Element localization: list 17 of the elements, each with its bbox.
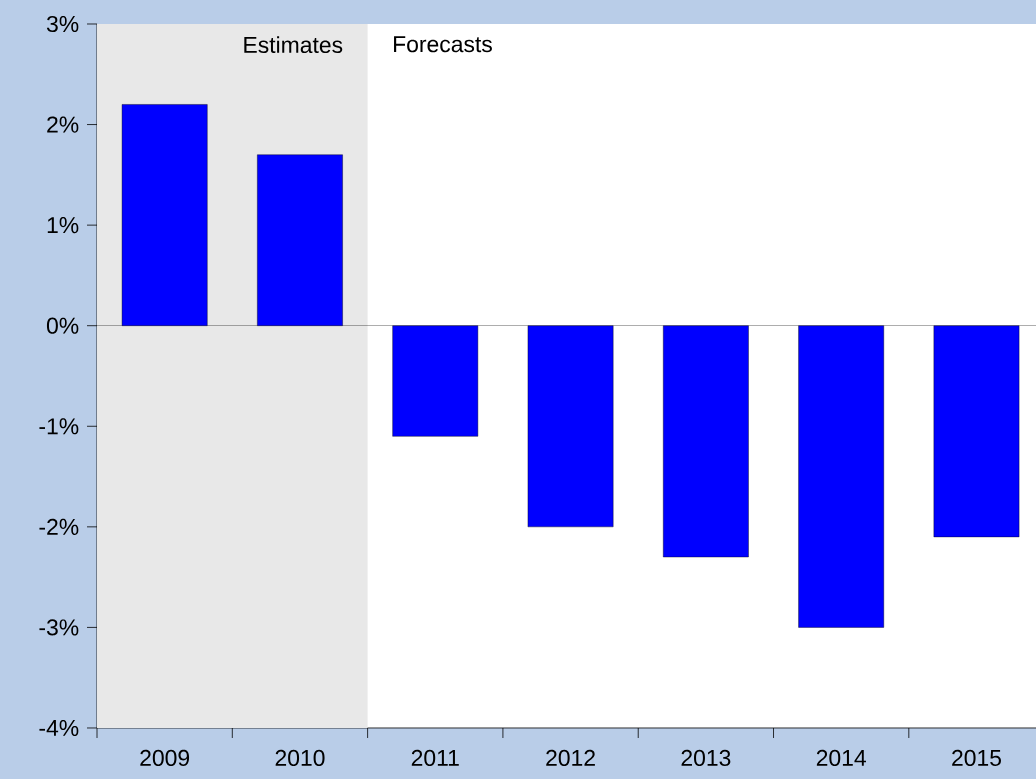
y-tick-label: 0%: [46, 317, 79, 334]
y-tick-label: -2%: [39, 518, 79, 535]
x-tick-label: 2013: [681, 749, 731, 767]
y-tick-label: -4%: [39, 719, 79, 737]
x-tick-label: 2014: [816, 749, 866, 767]
y-tick-label: 1%: [47, 217, 79, 234]
y-tick-label: 3%: [46, 15, 79, 33]
y-tick-label: 2%: [47, 116, 79, 133]
x-tick-label: 2015: [952, 749, 1001, 767]
annotation: Forecasts: [394, 36, 492, 53]
y-tick-label: -1%: [39, 418, 79, 435]
y-tick-label: -3%: [39, 619, 79, 636]
x-tick-label: 2009: [140, 749, 190, 767]
x-tick-label: 2011: [411, 749, 459, 767]
x-tick-label: 2012: [546, 749, 595, 767]
x-tick-label: 2010: [275, 749, 325, 767]
band-label: Estimates: [244, 36, 343, 54]
